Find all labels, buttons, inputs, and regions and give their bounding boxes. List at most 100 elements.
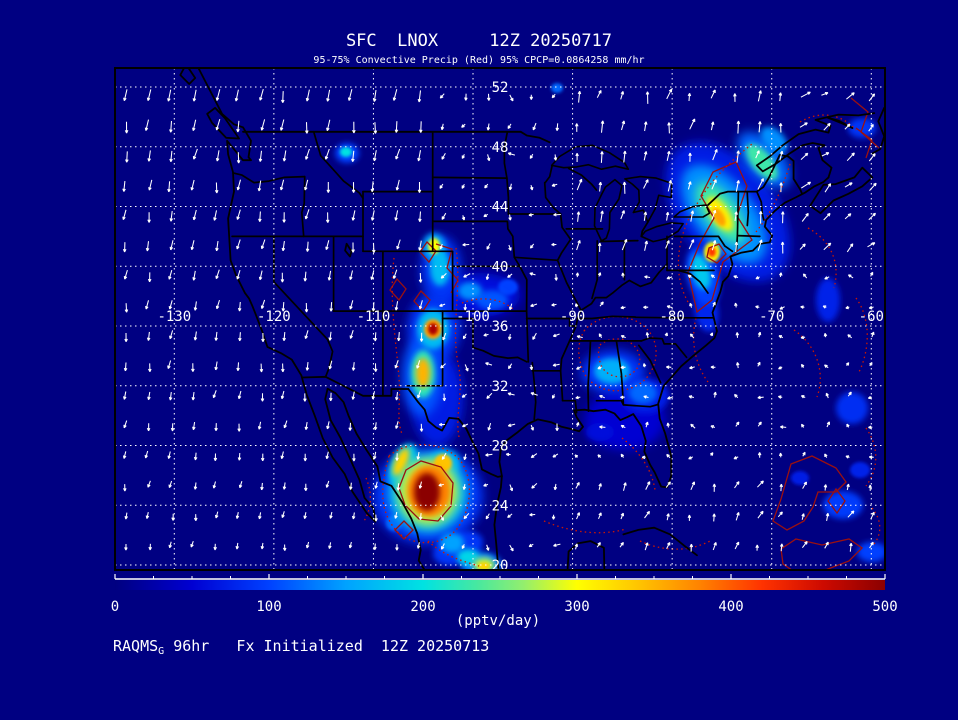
plot-title: SFC LNOX 12Z 20250717: [345, 31, 613, 51]
precip-contour-solid: [398, 460, 454, 522]
wind-arrow: [303, 393, 307, 402]
wind-arrow: [303, 483, 308, 492]
wind-arrow: [553, 212, 561, 217]
latlon-labels: 52 48 44 40 36 32 28 24 20 -130 -120 -110 -100 -90 -80…: [157, 80, 884, 574]
wind-arrow: [282, 332, 286, 342]
wind-arrow: [325, 451, 330, 460]
lat-label-20: 20: [492, 558, 509, 574]
wind-arrow: [325, 240, 330, 251]
lat-label-44: 44: [492, 200, 509, 216]
wind-arrow: [687, 181, 692, 190]
lnox-blob: [428, 238, 440, 254]
wind-arrow: [215, 119, 221, 131]
wind-arrow: [781, 211, 785, 224]
precip-contour-dotted: [693, 317, 709, 383]
lnox-blob: [414, 473, 440, 511]
colorbar-units-label: (pptv/day): [456, 613, 540, 629]
precip-contour-dotted: [865, 427, 877, 487]
wind-arrow: [575, 395, 581, 400]
lnox-blob: [478, 562, 490, 569]
lnox-blob: [836, 392, 868, 424]
wind-arrow: [735, 421, 740, 427]
wind-arrow: [509, 544, 514, 552]
wind-arrow: [555, 123, 560, 131]
wind-arrow: [666, 305, 673, 309]
wind-arrow: [192, 119, 197, 132]
precip-contour-solid: [772, 455, 847, 531]
state-border: [673, 235, 734, 253]
wind-arrow: [237, 301, 242, 312]
wind-arrow: [124, 543, 128, 551]
wind-arrow: [463, 512, 470, 520]
wind-arrow: [688, 239, 695, 250]
wind-arrow: [372, 242, 376, 253]
wind-arrow: [462, 333, 467, 340]
wind-arrow: [644, 275, 651, 279]
wind-arrow: [575, 272, 580, 278]
wind-arrow: [236, 209, 241, 220]
wind-arrow: [169, 150, 173, 163]
wind-arrow: [755, 275, 760, 280]
wind-arrow: [645, 421, 649, 428]
wind-arrow: [505, 452, 511, 457]
state-border: [431, 220, 521, 268]
wind-arrow: [844, 123, 851, 130]
wind-arrow: [122, 181, 126, 192]
wind-arrow: [780, 425, 787, 429]
wind-arrow: [643, 395, 649, 399]
colorbar: 0 100 200 300 400 500 (pptv/day): [111, 574, 898, 629]
wind-arrow: [666, 150, 671, 161]
wind-arrow: [124, 332, 128, 343]
lon-label--130: -130: [157, 309, 191, 325]
wind-arrow: [462, 484, 467, 490]
state-border: [525, 317, 577, 327]
wind-arrow: [823, 242, 832, 251]
precip-contour-solid: [435, 243, 459, 294]
wind-arrow: [869, 361, 873, 367]
wind-arrow: [212, 481, 217, 489]
wind-arrow: [687, 274, 692, 279]
wind-arrow: [528, 543, 534, 548]
wind-arrow: [868, 484, 872, 491]
wind-arrow: [191, 363, 195, 372]
wind-arrow: [664, 332, 669, 337]
wind-arrow: [644, 240, 649, 251]
wind-arrow: [825, 392, 829, 399]
lnox-blob: [551, 83, 563, 93]
wind-arrow: [483, 483, 489, 487]
wind-arrow: [507, 152, 516, 156]
state-border: [561, 399, 578, 414]
wind-arrow: [439, 93, 445, 99]
wind-arrow: [462, 242, 470, 247]
model-run-details: 96hr Fx Initialized 12Z 20250713: [164, 637, 490, 655]
coastline: [179, 69, 197, 85]
wind-arrow: [575, 422, 580, 427]
wind-arrow: [735, 362, 740, 369]
lon-label--60: -60: [859, 309, 884, 325]
state-border: [755, 190, 765, 221]
wind-arrow: [305, 241, 310, 252]
national-border: [407, 388, 503, 478]
wind-arrow: [847, 274, 854, 279]
wind-arrow: [396, 239, 401, 250]
wind-arrow: [799, 243, 806, 250]
wind-arrow: [352, 453, 356, 462]
wind-arrow: [733, 275, 739, 279]
wind-arrow: [144, 119, 150, 131]
wind-arrow: [303, 453, 308, 462]
wind-arrow: [352, 121, 356, 134]
wind-arrow: [530, 453, 538, 459]
wind-arrow: [168, 269, 173, 280]
wind-arrow: [260, 119, 266, 131]
lake-outline: [673, 204, 711, 218]
wind-arrow: [392, 89, 398, 101]
coastline: [566, 540, 606, 569]
wind-arrow: [619, 541, 624, 548]
wind-arrow: [463, 273, 471, 278]
wind-arrow: [373, 122, 378, 134]
wind-arrow: [193, 301, 198, 311]
wind-arrow: [800, 152, 809, 160]
wind-arrow: [146, 89, 152, 102]
wind-arrow: [394, 301, 399, 311]
